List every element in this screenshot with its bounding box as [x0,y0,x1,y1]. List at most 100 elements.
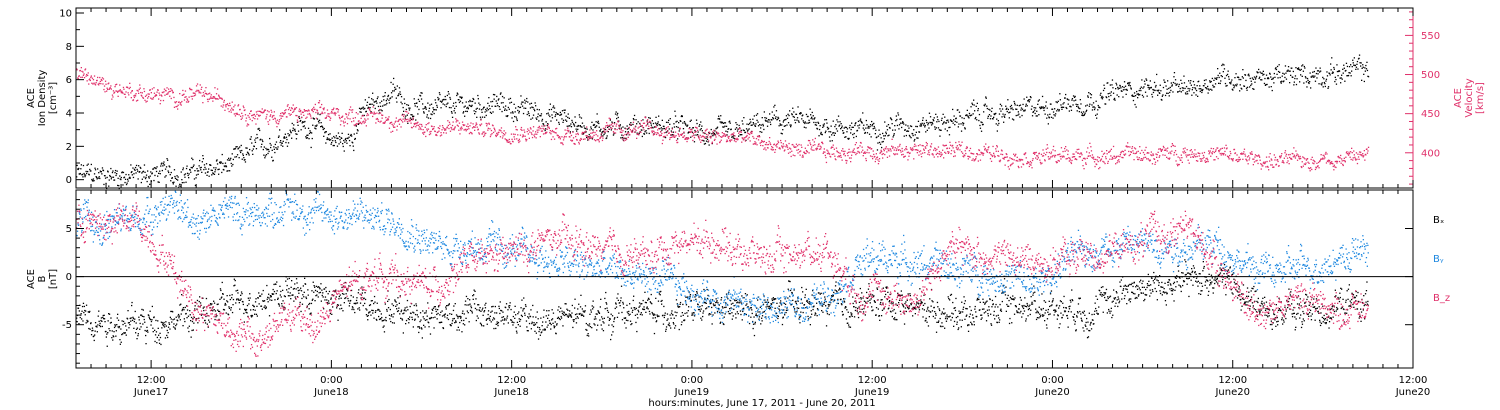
velocity-point [687,138,689,140]
velocity-point [664,129,667,131]
velocity-point [971,153,974,155]
density-point [540,115,542,117]
density-point [922,119,924,121]
velocity-point [1107,160,1109,163]
density-point [1033,107,1035,109]
density-point [157,181,159,183]
density-point [426,116,428,118]
velocity-point [455,121,457,123]
density-point [968,117,970,119]
velocity-point [744,140,747,142]
density-point [233,148,235,150]
velocity-point [366,114,368,117]
density-point [1267,77,1269,79]
velocity-point [657,129,659,131]
velocity-point [997,155,999,157]
density-point [200,169,202,171]
density-point [302,125,304,128]
velocity-point [1301,161,1303,163]
velocity-point [854,144,856,146]
density-point [219,161,221,163]
velocity-point [375,122,377,124]
density-point [841,127,843,129]
density-point [868,133,871,135]
velocity-point [667,126,669,128]
velocity-point [1086,157,1088,159]
density-point [1123,81,1126,83]
density-point [507,106,509,109]
velocity-point [749,133,751,136]
velocity-point [1342,164,1344,167]
density-point [893,134,895,136]
velocity-point [1137,158,1139,161]
density-point [145,176,147,178]
velocity-point [1314,161,1316,163]
density-point [363,114,365,117]
velocity-point [406,111,408,113]
velocity-point [459,127,462,129]
density-point [1002,113,1004,115]
density-point [184,176,186,178]
velocity-point [613,123,616,125]
bx-point [80,313,82,315]
velocity-point [384,122,386,124]
density-point [185,167,188,170]
density-point [428,110,430,112]
velocity-point [131,90,133,92]
density-point [1003,115,1005,117]
velocity-point [386,119,388,121]
velocity-point [252,117,254,119]
velocity-point [397,120,400,122]
velocity-point [1256,155,1259,157]
density-point [741,134,743,136]
velocity-point [178,101,180,103]
velocity-point [88,83,90,85]
velocity-point [1059,155,1061,158]
top-right-ytick-label: 400 [1421,148,1440,159]
density-point [1025,105,1027,107]
density-point [786,124,788,126]
velocity-point [1144,149,1146,151]
density-point [1029,96,1032,98]
density-point [872,123,874,126]
velocity-point [424,131,426,133]
density-point [495,100,497,102]
density-point [986,107,988,110]
velocity-point [1017,165,1019,168]
velocity-point [1203,156,1205,158]
velocity-point [489,128,491,130]
density-point [508,98,510,100]
velocity-point [1194,149,1196,151]
density-point [468,101,470,103]
velocity-point [1268,169,1270,171]
density-point [793,111,795,113]
velocity-point [1351,152,1353,154]
density-point [861,121,863,123]
density-point [213,167,215,169]
density-point [1068,110,1070,112]
velocity-point [1061,156,1064,158]
velocity-point [1056,161,1058,163]
velocity-point [669,138,671,141]
density-point [315,125,318,127]
density-point [371,103,373,105]
velocity-point [1285,155,1287,157]
velocity-point [135,100,138,102]
density-point [602,130,605,132]
density-point [1283,73,1285,75]
velocity-point [256,113,258,115]
velocity-point [463,124,465,127]
density-point [783,119,785,122]
velocity-point [1249,152,1251,154]
velocity-point [812,139,814,141]
density-point [497,105,499,107]
density-point [762,125,764,127]
density-point [513,103,515,105]
density-point [147,185,149,188]
density-point [1112,87,1114,89]
density-point [1358,57,1360,59]
velocity-point [584,138,586,140]
density-point [898,124,901,126]
velocity-point [328,116,331,118]
velocity-point [539,136,541,138]
